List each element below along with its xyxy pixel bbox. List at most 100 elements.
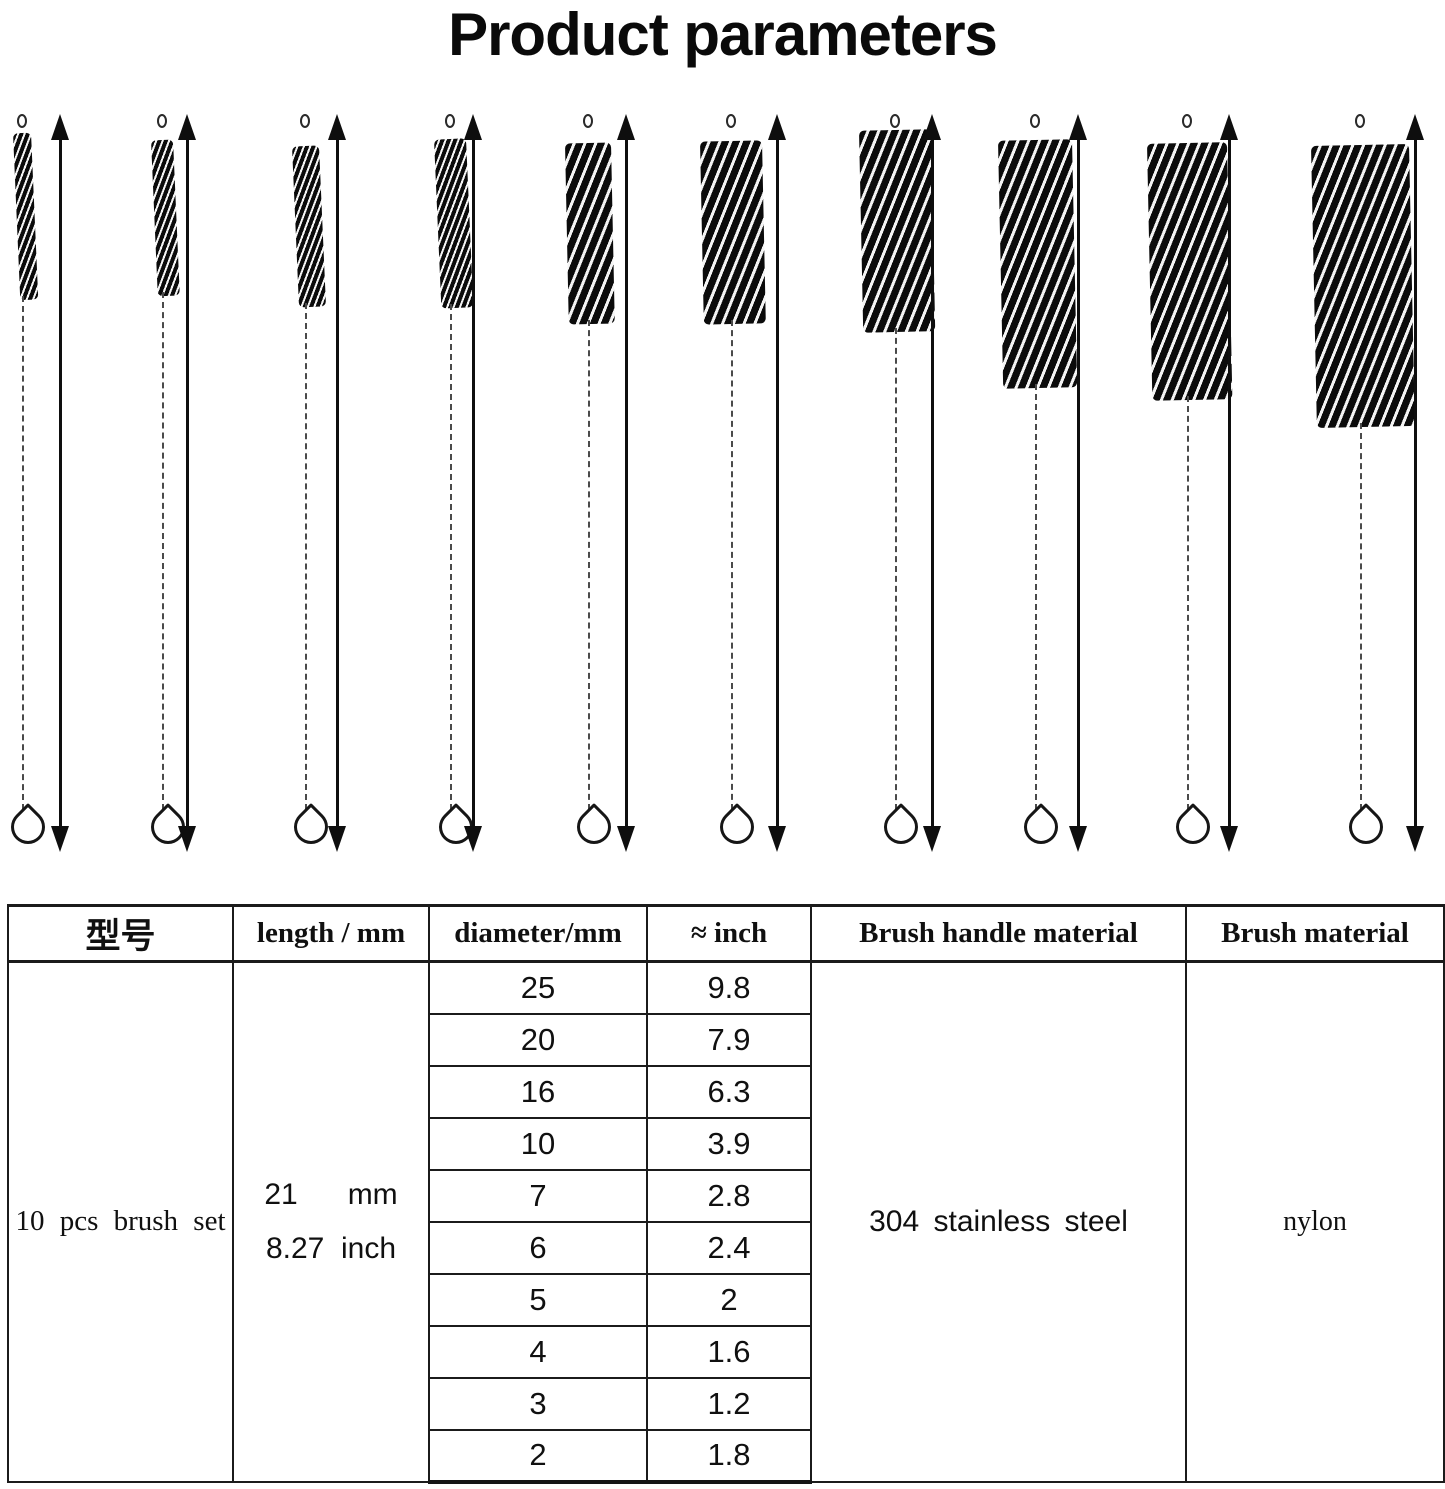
diameter-value: 10 — [428, 1116, 648, 1171]
arrow-down-head — [617, 826, 635, 852]
brush-wire-stem — [1035, 384, 1037, 810]
arrow-down-head — [923, 826, 941, 852]
spec-row-5: 7 2.8 — [8, 1168, 1444, 1223]
arrow-line — [186, 136, 189, 828]
arrow-line — [1414, 136, 1417, 828]
arrow-down-head — [1220, 826, 1238, 852]
inch-value: 1.6 — [646, 1324, 812, 1379]
brush-tip-loop — [1182, 114, 1192, 128]
length-line: 8.27 inch — [265, 1231, 397, 1265]
arrow-down-head — [328, 826, 346, 852]
column-header-length-mm: length / mm — [232, 904, 430, 963]
arrow-line — [625, 136, 628, 828]
spec-row-8: 4 1.6 — [8, 1324, 1444, 1379]
brush-5 — [565, 114, 635, 852]
arrow-up-head — [1220, 114, 1238, 140]
diameter-value: 4 — [428, 1324, 648, 1379]
arrow-down-head — [1406, 826, 1424, 852]
spec-row-3: 16 6.3 — [8, 1064, 1444, 1119]
arrow-down-head — [51, 826, 69, 852]
brush-wire-stem — [305, 303, 307, 810]
brush-8 — [998, 114, 1087, 852]
brush-1 — [3, 114, 69, 852]
diameter-value: 5 — [428, 1272, 648, 1327]
inch-value: 2 — [646, 1272, 812, 1327]
spec-row-1: 10 pcs brush set 21 mm 8.27 inch 25 9.8 304 s… — [7, 960, 1445, 1483]
spec-row-9: 3 1.2 — [8, 1376, 1444, 1431]
brush-wire-stem — [895, 328, 897, 810]
diameter-value: 16 — [428, 1064, 648, 1119]
diameter-value: 3 — [428, 1376, 648, 1431]
inch-value: 6.3 — [646, 1064, 812, 1119]
brush-wire-stem — [1187, 396, 1189, 810]
inch-value: 2.4 — [646, 1220, 812, 1275]
brush-7 — [859, 114, 941, 852]
brush-wire-stem — [588, 320, 590, 810]
product-spec-table: 型号 length / mm diameter/mm ≈ inch Brush hand… — [7, 904, 1445, 1484]
arrow-down-head — [178, 826, 196, 852]
inch-value: 9.8 — [646, 960, 812, 1015]
arrow-line — [59, 136, 62, 828]
length-value-cell: 21 mm 8.27 inch — [232, 960, 430, 1483]
brush-tip-loop — [300, 114, 310, 128]
spec-row-2: 20 7.9 — [8, 1012, 1444, 1067]
arrow-up-head — [768, 114, 786, 140]
inch-value: 1.8 — [646, 1428, 812, 1484]
arrow-line — [776, 136, 779, 828]
inch-value: 1.2 — [646, 1376, 812, 1431]
model-name-cell: 10 pcs brush set — [7, 960, 234, 1483]
brush-2 — [143, 114, 196, 852]
brush-10 — [1311, 114, 1424, 852]
arrow-up-head — [51, 114, 69, 140]
brush-tip-loop — [583, 114, 593, 128]
inch-value: 2.8 — [646, 1168, 812, 1223]
brush-set-figure — [3, 114, 1424, 852]
handle-material-cell: 304 stainless steel — [810, 960, 1187, 1483]
column-header-model: 型号 — [7, 904, 234, 963]
arrow-line — [472, 136, 475, 828]
spec-row-4: 10 3.9 — [8, 1116, 1444, 1171]
arrow-up-head — [1406, 114, 1424, 140]
column-header-handle-material: Brush handle material — [810, 904, 1187, 963]
table-body: 10 pcs brush set 21 mm 8.27 inch 25 9.8 304 s… — [7, 960, 1445, 1484]
brush-3 — [286, 114, 346, 852]
spec-row-6: 6 2.4 — [8, 1220, 1444, 1275]
brush-tip-loop — [157, 114, 167, 128]
arrow-up-head — [617, 114, 635, 140]
arrow-down-head — [1069, 826, 1087, 852]
length-line: 21 mm — [264, 1177, 398, 1211]
arrow-up-head — [328, 114, 346, 140]
brush-wire-stem — [22, 296, 24, 810]
brush-tip-loop — [17, 114, 27, 128]
brush-material-cell: nylon — [1185, 960, 1445, 1483]
inch-value: 7.9 — [646, 1012, 812, 1067]
brush-tip-loop — [445, 114, 455, 128]
arrow-up-head — [923, 114, 941, 140]
arrow-up-head — [178, 114, 196, 140]
brush-handle-loop — [1341, 802, 1391, 852]
brush-4 — [431, 114, 482, 852]
brush-wire-stem — [162, 292, 164, 810]
column-header-approx-inch: ≈ inch — [646, 904, 812, 963]
brush-9 — [1147, 114, 1238, 852]
page-title: Product parameters — [448, 1, 998, 68]
brush-wire-stem — [450, 304, 452, 810]
column-header-diameter-mm: diameter/mm — [428, 904, 648, 963]
brush-tip-loop — [726, 114, 736, 128]
diameter-value: 6 — [428, 1220, 648, 1275]
brush-tip-loop — [890, 114, 900, 128]
brush-head — [1311, 143, 1415, 428]
arrow-down-head — [464, 826, 482, 852]
arrow-line — [1228, 136, 1231, 828]
brush-wire-stem — [1360, 423, 1362, 810]
arrow-up-head — [1069, 114, 1087, 140]
diameter-value: 25 — [428, 960, 648, 1015]
arrow-down-head — [768, 826, 786, 852]
inch-value: 3.9 — [646, 1116, 812, 1171]
brush-tip-loop — [1355, 114, 1365, 128]
brush-wire-stem — [731, 320, 733, 810]
column-header-brush-material: Brush material — [1185, 904, 1445, 963]
spec-row-10: 2 1.8 — [8, 1428, 1444, 1484]
brush-tip-loop — [1030, 114, 1040, 128]
